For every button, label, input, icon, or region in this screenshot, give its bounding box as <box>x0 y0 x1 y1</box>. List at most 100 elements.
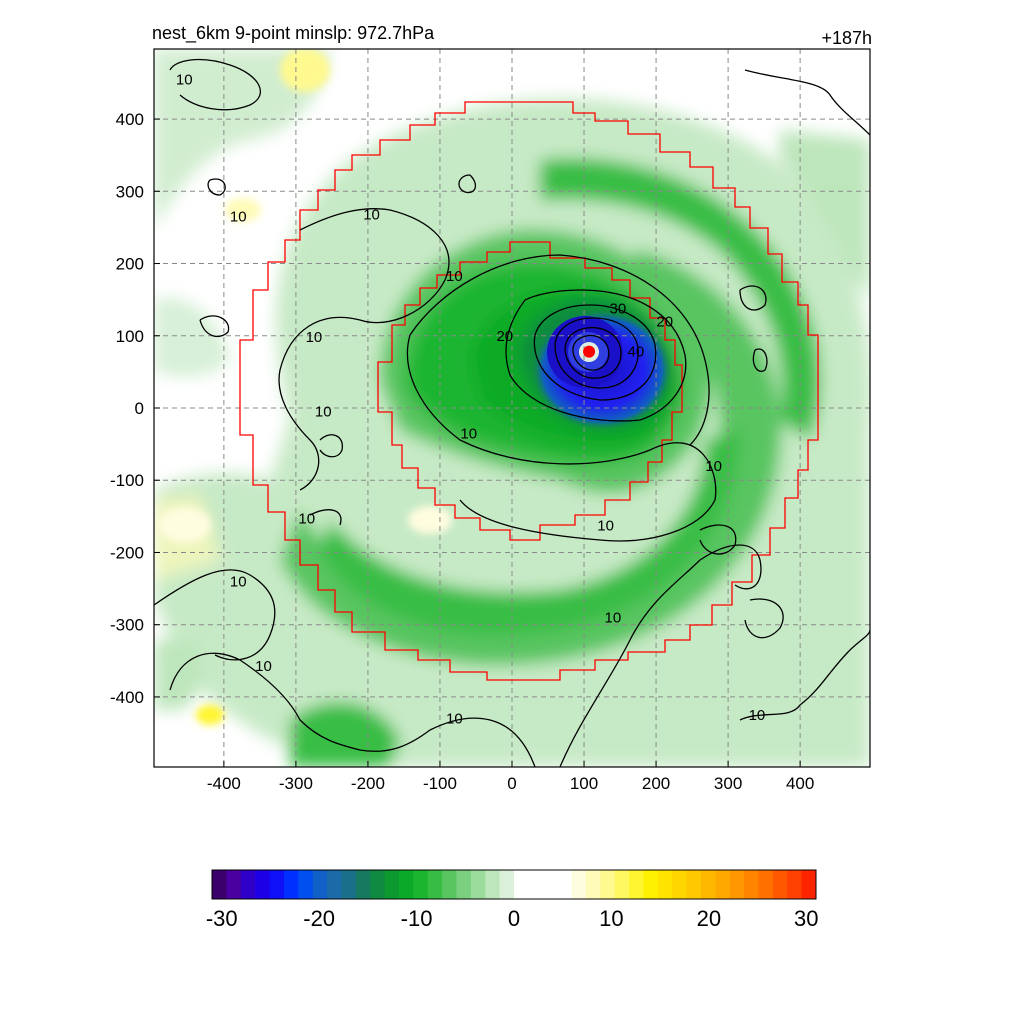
colorbar-swatch <box>413 870 429 899</box>
x-tick-label: 200 <box>642 774 670 793</box>
contour-label: 10 <box>230 209 247 226</box>
x-tick-label: -100 <box>423 774 457 793</box>
outer-nest-boundary <box>239 101 819 681</box>
colorbar-swatch <box>283 870 299 899</box>
colorbar-swatch <box>398 870 414 899</box>
colorbar-swatch <box>772 870 788 899</box>
colorbar-swatch <box>456 870 472 899</box>
contour-label: 10 <box>363 206 380 223</box>
positive-anomaly-patches <box>159 49 452 725</box>
colorbar-swatch <box>585 870 601 899</box>
colorbar-swatch <box>499 870 515 899</box>
contour-labels: 10 10 10 10 10 10 10 10 10 10 10 10 10 10 10 20 20 30 40 <box>176 71 765 727</box>
colorbar-swatch <box>212 870 227 899</box>
colorbar-frame <box>211 869 817 900</box>
colorbar-swatch <box>643 870 659 899</box>
colorbar-swatch <box>614 870 630 899</box>
colorbar-swatch <box>226 870 242 899</box>
colorbar-tick-label: -10 <box>401 906 433 931</box>
colorbar-swatch <box>442 870 457 899</box>
colorbar-swatch <box>686 870 702 899</box>
y-tick-label: -100 <box>110 471 144 490</box>
colorbar-swatch <box>427 870 443 899</box>
colorbar-swatch <box>384 870 400 899</box>
x-tick-label: 400 <box>786 774 814 793</box>
colorbar-swatch <box>571 870 587 899</box>
colorbar-swatch <box>657 870 673 899</box>
inner-nest-boundary <box>377 241 683 541</box>
colorbar-tick-label: 30 <box>794 906 818 931</box>
plot-area: 10 10 10 10 10 10 10 10 10 10 10 10 10 10 10 20 20 30 40 <box>154 49 870 767</box>
colorbar-tick-label: -20 <box>303 906 335 931</box>
colorbar-tick-label: 10 <box>599 906 623 931</box>
contour-label: 10 <box>230 573 247 590</box>
colorbar-swatch <box>672 870 688 899</box>
colorbar-swatch <box>787 870 803 899</box>
x-tick-label: -300 <box>279 774 313 793</box>
colorbar-swatch <box>715 870 731 899</box>
colorbar-swatch <box>557 870 573 899</box>
contour-label: 10 <box>446 268 463 285</box>
contour-label: 10 <box>255 658 272 675</box>
y-tick-label: 200 <box>116 255 144 274</box>
x-tick-label: -200 <box>351 774 385 793</box>
contour-label: 10 <box>597 518 614 535</box>
contour-label: 30 <box>610 300 627 317</box>
colorbar-tick-label: 0 <box>508 906 520 931</box>
x-axis: -400 -300 -200 -100 0 100 200 300 400 <box>207 761 814 793</box>
colorbar-swatch <box>312 870 328 899</box>
y-tick-label: 400 <box>116 110 144 129</box>
colorbar: -30 -20 -10 0 10 20 30 <box>206 869 819 931</box>
y-tick-label: 300 <box>116 182 144 201</box>
colorbar-swatch <box>514 870 529 899</box>
x-tick-label: 100 <box>570 774 598 793</box>
chart-title: nest_6km 9-point minslp: 972.7hPa <box>152 23 435 44</box>
y-tick-label: 0 <box>135 399 144 418</box>
colorbar-swatch <box>470 870 486 899</box>
storm-center-marker <box>583 345 596 358</box>
contour-label: 10 <box>605 609 622 626</box>
colorbar-swatch <box>801 870 817 899</box>
colorbar-swatch <box>327 870 342 899</box>
colorbar-tick-label: -30 <box>206 906 238 931</box>
colorbar-swatch <box>629 870 644 899</box>
eyewall-core <box>532 310 672 430</box>
colorbar-swatch <box>269 870 285 899</box>
y-axis: 400 300 200 100 0 -100 -200 -300 -400 <box>110 110 160 707</box>
wind-contours <box>154 58 870 767</box>
colorbar-swatch <box>600 870 616 899</box>
colorbar-swatch <box>729 870 745 899</box>
colorbar-tick-label: 20 <box>697 906 721 931</box>
contour-label: 10 <box>306 329 323 346</box>
contour-label: 10 <box>749 707 766 724</box>
grid-lines <box>154 49 870 767</box>
colorbar-swatch <box>700 870 716 899</box>
y-tick-label: 100 <box>116 327 144 346</box>
colorbar-swatch <box>485 870 501 899</box>
contour-label: 20 <box>496 328 513 345</box>
colorbar-swatch <box>758 870 774 899</box>
y-tick-label: -200 <box>110 543 144 562</box>
colorbar-swatch <box>744 870 759 899</box>
y-tick-label: -300 <box>110 616 144 635</box>
contour-label: 10 <box>460 425 477 442</box>
colorbar-swatch <box>528 870 544 899</box>
contour-label: 20 <box>656 313 673 330</box>
colorbar-swatch <box>355 870 371 899</box>
x-tick-label: 300 <box>714 774 742 793</box>
contour-label: 10 <box>298 511 315 528</box>
colorbar-swatch <box>255 870 271 899</box>
colorbar-swatch <box>298 870 314 899</box>
forecast-hour-label: +187h <box>821 28 872 48</box>
y-tick-label: -400 <box>110 688 144 707</box>
contour-label: 40 <box>628 344 645 361</box>
colorbar-swatch <box>341 870 357 899</box>
colorbar-swatch <box>542 870 558 899</box>
contour-label: 10 <box>176 71 193 88</box>
colorbar-swatch <box>370 870 386 899</box>
x-tick-label: -400 <box>207 774 241 793</box>
x-tick-label: 0 <box>507 774 516 793</box>
contour-label: 10 <box>446 711 463 728</box>
contour-label: 10 <box>315 404 332 421</box>
